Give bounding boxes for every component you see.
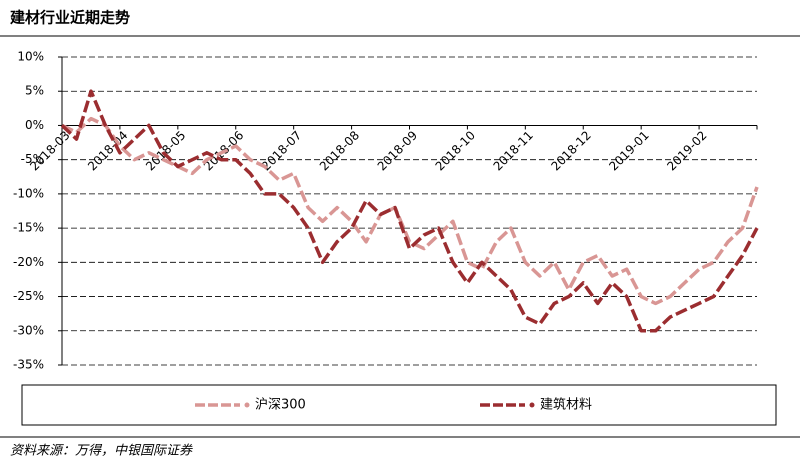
y-tick-label: -15% xyxy=(13,221,44,235)
legend-box xyxy=(21,384,777,426)
y-tick-label: 5% xyxy=(25,84,44,98)
x-tick-label: 2018-12 xyxy=(548,128,593,173)
x-tick-label: 2018-03 xyxy=(27,128,72,173)
y-tick-label: -20% xyxy=(13,255,44,269)
y-tick-label: -5% xyxy=(21,152,44,166)
legend-marker xyxy=(529,402,535,408)
x-tick-label: 2019-01 xyxy=(606,128,651,173)
chart-title: 建材行业近期走势 xyxy=(10,9,130,27)
legend-marker xyxy=(244,402,250,408)
x-tick-label: 2018-10 xyxy=(433,128,478,173)
x-tick-label: 2018-09 xyxy=(375,128,420,173)
y-tick-label: -25% xyxy=(13,289,44,303)
legend-label: 沪深300 xyxy=(255,397,306,413)
y-tick-label: 10% xyxy=(17,50,44,64)
y-tick-label: -30% xyxy=(13,323,44,337)
y-tick-label: -35% xyxy=(13,358,44,372)
source-note: 资料来源：万得，中银国际证券 xyxy=(10,444,193,459)
series-line xyxy=(60,89,759,333)
x-tick-label: 2018-08 xyxy=(317,128,362,173)
y-tick-label: -10% xyxy=(13,186,44,200)
x-tick-label: 2018-11 xyxy=(491,128,536,173)
x-tick-label: 2019-02 xyxy=(664,128,709,173)
y-tick-label: 0% xyxy=(25,118,44,132)
legend-label: 建筑材料 xyxy=(540,397,592,413)
